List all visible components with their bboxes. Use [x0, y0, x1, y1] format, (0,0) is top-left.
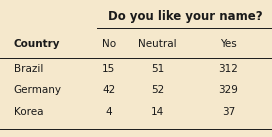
- Text: Neutral: Neutral: [138, 39, 177, 49]
- Text: No: No: [102, 39, 116, 49]
- Text: 15: 15: [102, 64, 115, 73]
- Text: 312: 312: [218, 64, 239, 73]
- Text: Yes: Yes: [220, 39, 237, 49]
- Text: 52: 52: [151, 85, 164, 95]
- Text: 37: 37: [222, 107, 235, 117]
- Text: Brazil: Brazil: [14, 64, 43, 73]
- Text: 42: 42: [102, 85, 115, 95]
- Text: Do you like your name?: Do you like your name?: [108, 10, 262, 23]
- Text: Korea: Korea: [14, 107, 43, 117]
- Text: 51: 51: [151, 64, 164, 73]
- Text: Germany: Germany: [14, 85, 61, 95]
- Text: 329: 329: [218, 85, 239, 95]
- Text: Country: Country: [14, 39, 60, 49]
- Text: 4: 4: [106, 107, 112, 117]
- Text: 14: 14: [151, 107, 164, 117]
